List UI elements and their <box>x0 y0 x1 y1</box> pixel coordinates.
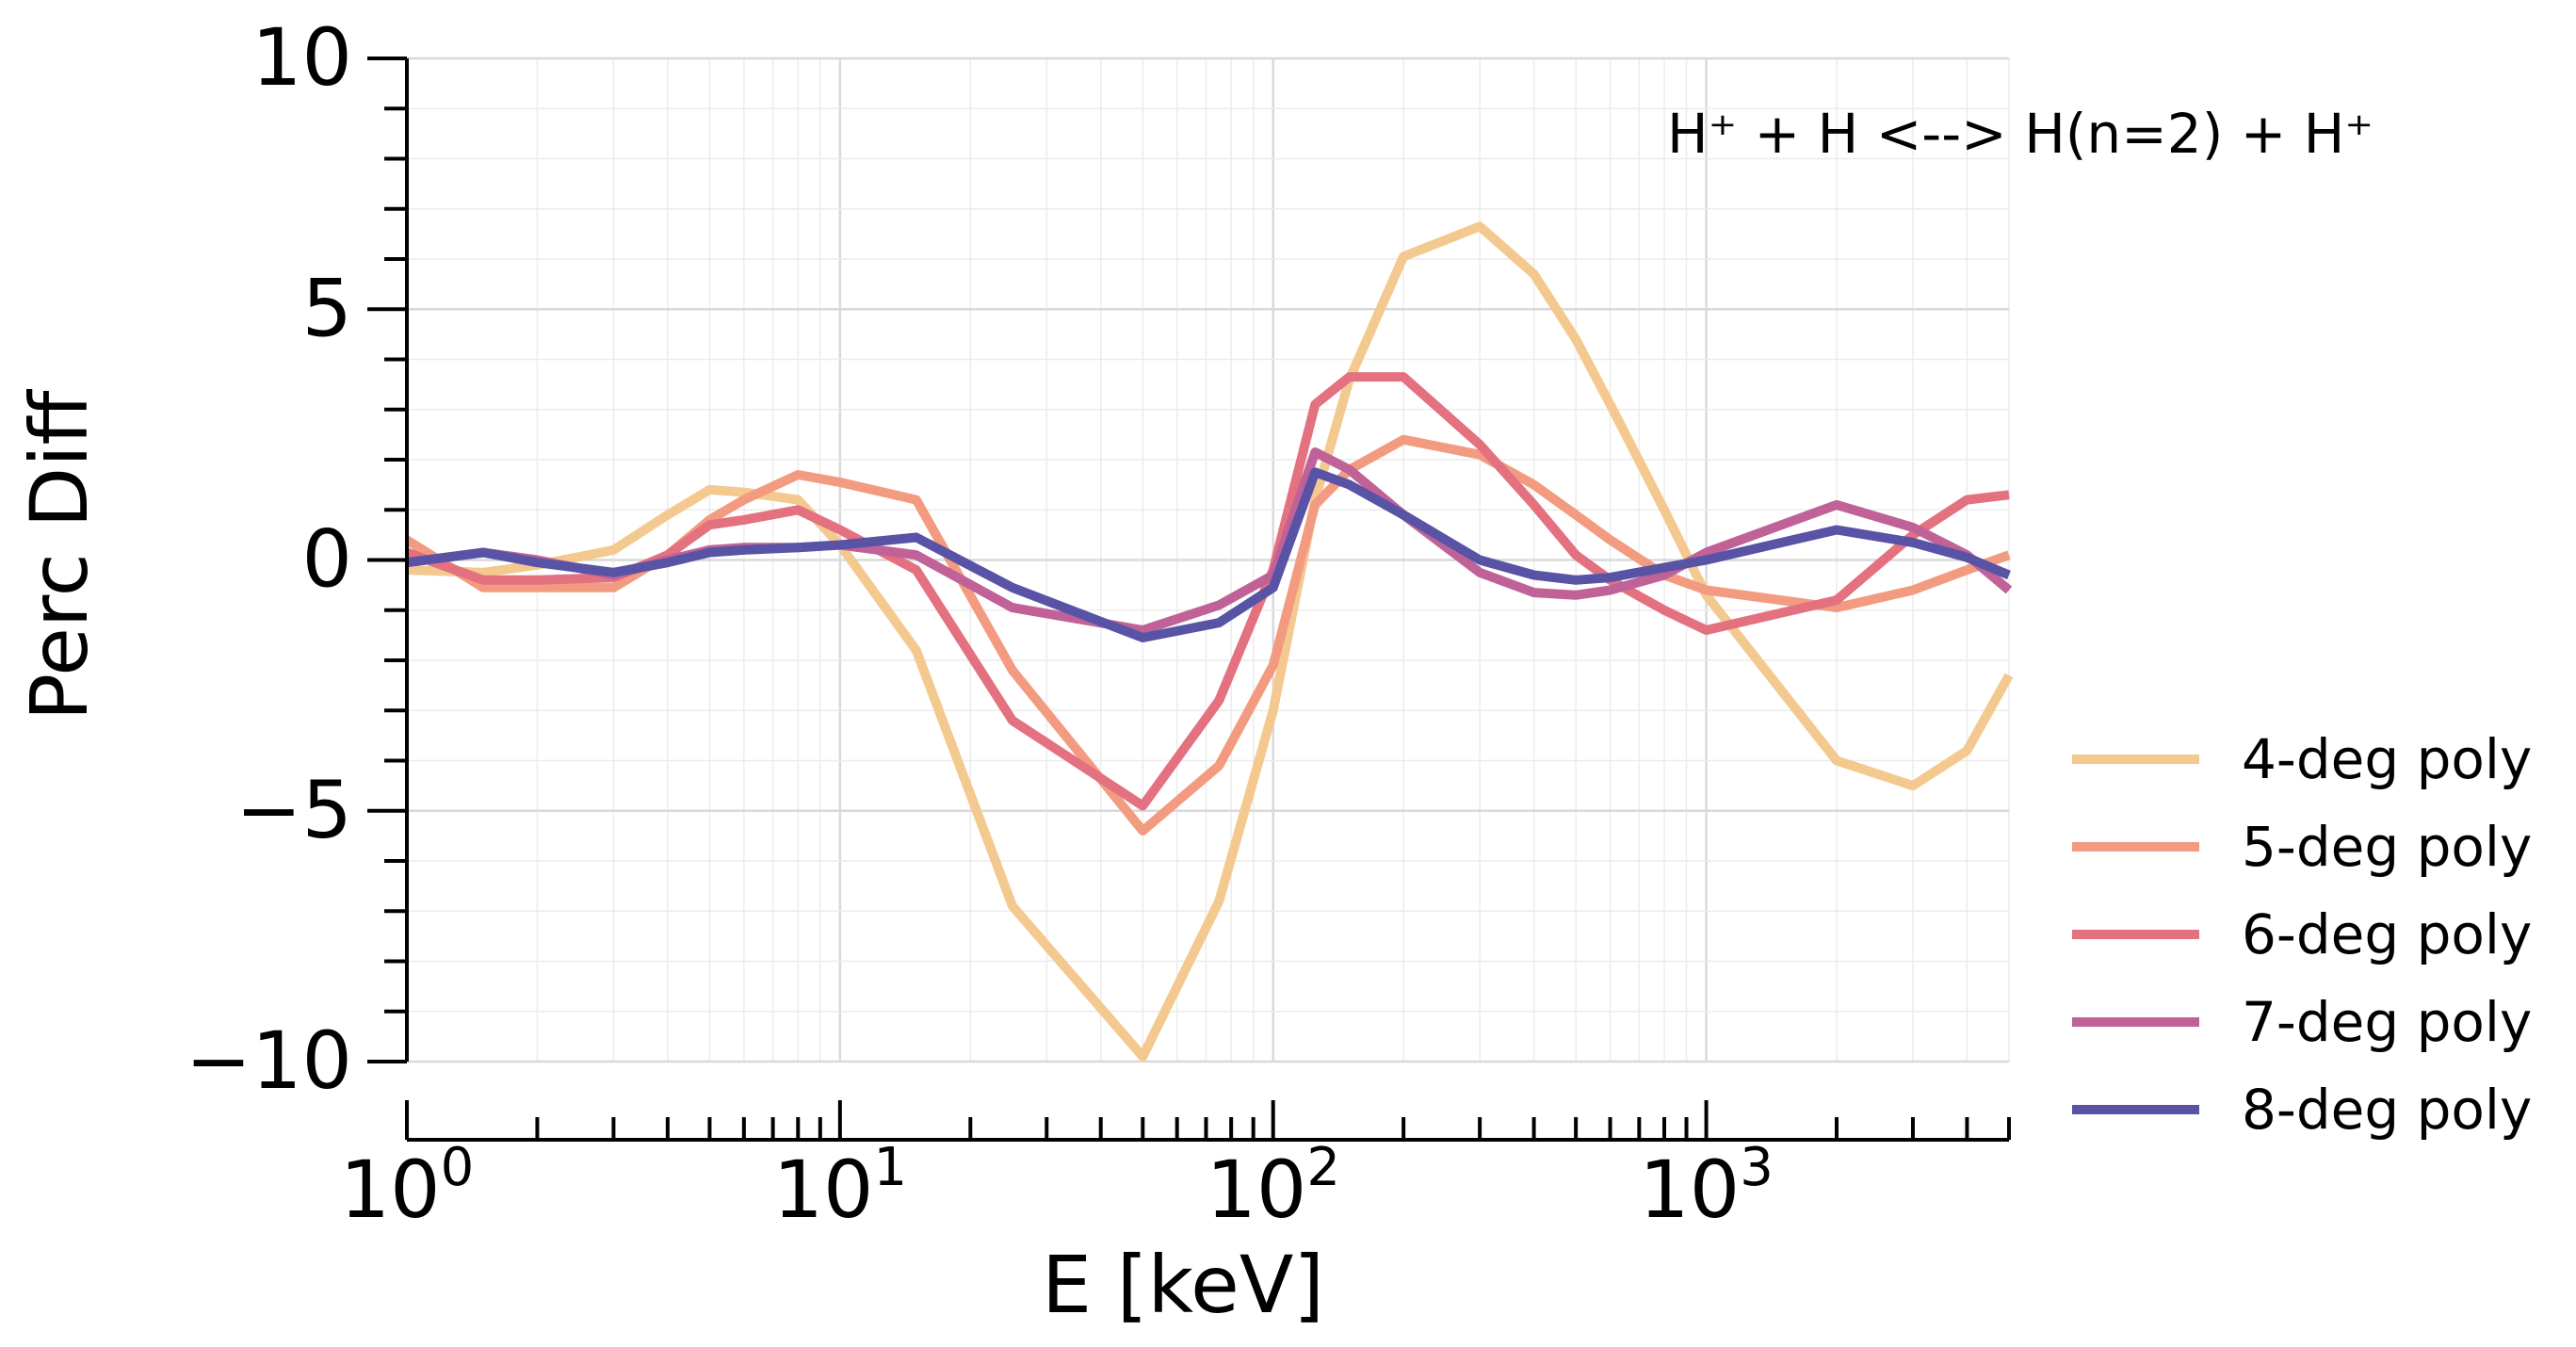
legend: 4-deg poly 5-deg poly 6-deg poly 7-deg poly… <box>2072 727 2532 1142</box>
tick-labels: 10 5 0 −5 −10 100 101 102 103 <box>186 11 1774 1236</box>
y-tick-label: 0 <box>302 513 352 606</box>
y-tick-label: −10 <box>186 1014 352 1107</box>
x-tick-label: 103 <box>1639 1137 1774 1236</box>
y-tick-label: 10 <box>251 11 352 104</box>
axes <box>367 57 2011 1142</box>
series-lines <box>404 221 2014 1062</box>
chart-annotation: H⁺ + H <--> H(n=2) + H⁺ <box>1667 102 2373 166</box>
legend-label: 5-deg poly <box>2242 815 2532 879</box>
legend-label: 4-deg poly <box>2242 727 2532 791</box>
legend-label: 8-deg poly <box>2242 1078 2532 1142</box>
series-line-6-deg <box>405 372 2010 811</box>
x-tick-label: 102 <box>1206 1137 1340 1236</box>
legend-label: 7-deg poly <box>2242 990 2532 1054</box>
x-tick-label: 100 <box>340 1137 475 1236</box>
grid <box>405 57 2010 1063</box>
x-axis-label: E [keV] <box>1042 1239 1324 1331</box>
y-axis-label: Perc Diff <box>13 388 105 721</box>
x-tick-label: 101 <box>773 1137 908 1236</box>
y-tick-label: −5 <box>235 764 352 856</box>
series-line-8-deg <box>406 467 2011 642</box>
series-line-5-deg <box>404 434 2011 836</box>
y-tick-label: 5 <box>302 262 352 354</box>
legend-label: 6-deg poly <box>2242 902 2532 966</box>
series-line-4-deg <box>406 221 2014 1062</box>
